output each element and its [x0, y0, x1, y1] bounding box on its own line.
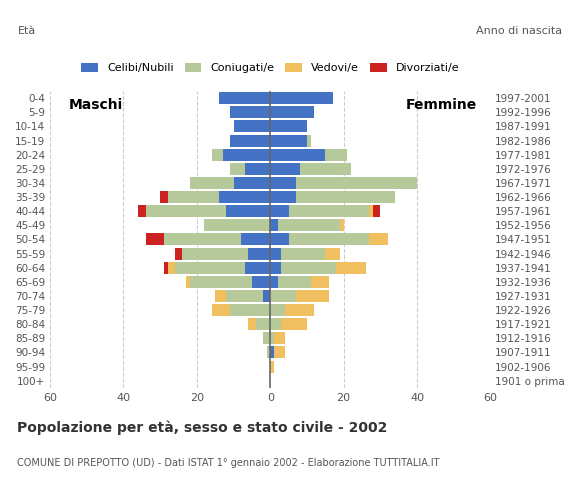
- Bar: [248, 318, 256, 330]
- Bar: [281, 318, 307, 330]
- Bar: [164, 262, 168, 274]
- Bar: [270, 92, 332, 104]
- Bar: [369, 233, 387, 245]
- Text: Anno di nascita: Anno di nascita: [477, 26, 563, 36]
- Bar: [274, 347, 285, 359]
- Bar: [270, 120, 307, 132]
- Bar: [168, 262, 175, 274]
- Bar: [270, 134, 307, 146]
- Bar: [204, 219, 270, 231]
- Bar: [226, 205, 270, 217]
- Bar: [175, 262, 245, 274]
- Bar: [146, 233, 164, 245]
- Bar: [230, 304, 270, 316]
- Bar: [278, 219, 340, 231]
- Bar: [212, 304, 230, 316]
- Bar: [230, 106, 270, 118]
- Bar: [336, 262, 365, 274]
- Bar: [267, 347, 270, 359]
- Bar: [274, 332, 285, 344]
- Bar: [311, 276, 329, 288]
- Bar: [263, 290, 270, 302]
- Text: Età: Età: [17, 26, 35, 36]
- Legend: Celibi/Nubili, Coniugati/e, Vedovi/e, Divorziati/e: Celibi/Nubili, Coniugati/e, Vedovi/e, Di…: [77, 58, 463, 78]
- Bar: [281, 248, 325, 260]
- Bar: [168, 191, 219, 203]
- Bar: [369, 205, 373, 217]
- Bar: [212, 149, 223, 161]
- Bar: [245, 262, 270, 274]
- Bar: [270, 205, 289, 217]
- Bar: [270, 304, 285, 316]
- Bar: [263, 332, 270, 344]
- Bar: [270, 347, 274, 359]
- Bar: [241, 233, 270, 245]
- Bar: [182, 248, 248, 260]
- Bar: [160, 191, 168, 203]
- Bar: [307, 134, 311, 146]
- Bar: [285, 304, 314, 316]
- Bar: [296, 191, 395, 203]
- Bar: [175, 248, 182, 260]
- Bar: [146, 205, 226, 217]
- Bar: [234, 177, 270, 189]
- Bar: [270, 177, 296, 189]
- Bar: [289, 205, 369, 217]
- Bar: [278, 276, 311, 288]
- Bar: [252, 276, 270, 288]
- Bar: [190, 276, 252, 288]
- Bar: [270, 191, 296, 203]
- Bar: [270, 332, 274, 344]
- Bar: [270, 149, 325, 161]
- Bar: [340, 219, 343, 231]
- Bar: [296, 177, 417, 189]
- Bar: [300, 163, 351, 175]
- Bar: [164, 233, 241, 245]
- Text: COMUNE DI PREPOTTO (UD) - Dati ISTAT 1° gennaio 2002 - Elaborazione TUTTITALIA.I: COMUNE DI PREPOTTO (UD) - Dati ISTAT 1° …: [17, 457, 440, 468]
- Bar: [296, 290, 329, 302]
- Bar: [325, 248, 340, 260]
- Bar: [186, 276, 190, 288]
- Bar: [245, 163, 270, 175]
- Bar: [270, 276, 278, 288]
- Bar: [270, 360, 274, 372]
- Bar: [256, 318, 270, 330]
- Bar: [219, 191, 270, 203]
- Bar: [223, 149, 270, 161]
- Bar: [248, 248, 270, 260]
- Bar: [270, 262, 281, 274]
- Bar: [270, 248, 281, 260]
- Bar: [230, 134, 270, 146]
- Bar: [219, 92, 270, 104]
- Bar: [270, 290, 296, 302]
- Bar: [325, 149, 347, 161]
- Bar: [270, 106, 314, 118]
- Bar: [270, 233, 289, 245]
- Bar: [138, 205, 146, 217]
- Bar: [234, 120, 270, 132]
- Bar: [270, 318, 281, 330]
- Bar: [226, 290, 263, 302]
- Bar: [230, 163, 245, 175]
- Bar: [289, 233, 369, 245]
- Text: Popolazione per età, sesso e stato civile - 2002: Popolazione per età, sesso e stato civil…: [17, 420, 388, 435]
- Bar: [281, 262, 336, 274]
- Bar: [373, 205, 380, 217]
- Text: Maschi: Maschi: [68, 98, 123, 112]
- Bar: [215, 290, 226, 302]
- Bar: [270, 163, 300, 175]
- Bar: [190, 177, 234, 189]
- Text: Femmine: Femmine: [406, 98, 477, 112]
- Bar: [270, 219, 278, 231]
